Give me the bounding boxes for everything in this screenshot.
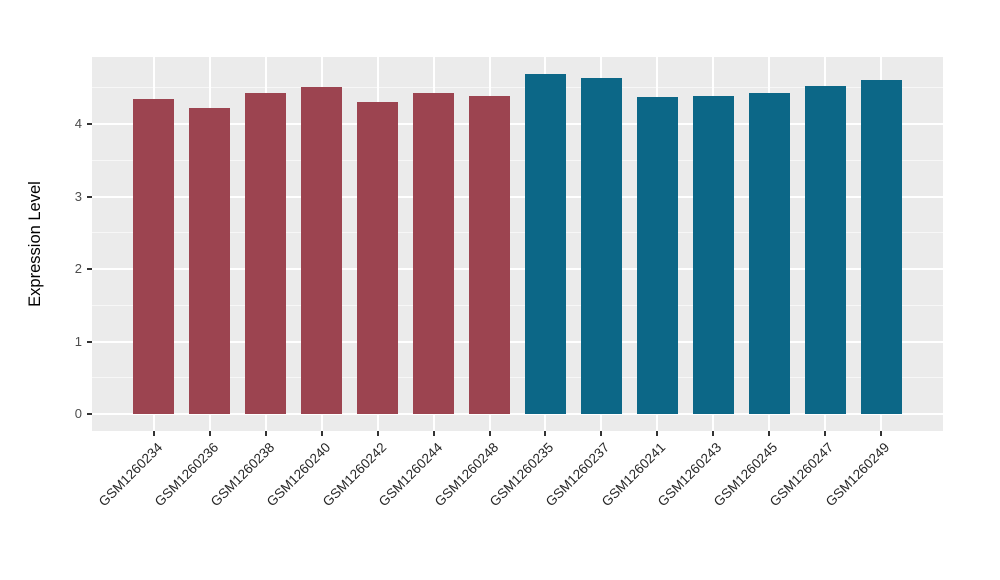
x-tick-label: GSM1260241: [599, 439, 669, 510]
gridline-major: [92, 195, 943, 198]
x-tick-label: GSM1260243: [655, 439, 725, 510]
gridline-minor: [92, 377, 943, 379]
x-axis-tick: [656, 431, 659, 436]
bar-GSM1260235: [525, 73, 566, 414]
y-axis-tick: [86, 123, 92, 125]
gridline-minor: [92, 304, 943, 306]
y-axis-tick: [86, 268, 92, 270]
bar-GSM1260238: [245, 92, 286, 414]
bar-GSM1260249: [861, 79, 902, 414]
gridline-minor: [92, 159, 943, 161]
x-axis-tick: [544, 431, 547, 436]
x-tick-label: GSM1260245: [711, 439, 781, 510]
y-axis-tick: [86, 413, 92, 415]
y-tick-label: 0: [74, 406, 82, 421]
y-axis-tick: [86, 195, 92, 198]
gridline-minor: [92, 232, 943, 234]
y-tick-label: 1: [74, 333, 82, 349]
y-axis-title: Expression Level: [26, 181, 44, 307]
x-axis-tick: [768, 431, 771, 436]
x-tick-label: GSM1260236: [151, 439, 221, 510]
y-tick-label: 3: [74, 188, 82, 204]
x-tick-label: GSM1260234: [95, 439, 165, 510]
x-axis-tick: [432, 431, 435, 436]
gridline-minor: [92, 87, 943, 89]
bar-GSM1260242: [357, 102, 398, 414]
x-axis-tick: [208, 431, 211, 436]
x-axis-tick: [712, 431, 715, 436]
x-axis-tick: [880, 431, 883, 436]
bar-GSM1260237: [581, 77, 622, 414]
gridline-major: [92, 268, 943, 270]
gridline-major: [92, 123, 943, 125]
bar-GSM1260247: [805, 85, 846, 414]
y-axis-tick: [86, 340, 92, 343]
x-tick-label: GSM1260249: [823, 439, 893, 510]
x-tick-label: GSM1260242: [319, 439, 389, 510]
x-tick-label: GSM1260238: [207, 439, 277, 510]
bar-GSM1260245: [749, 92, 790, 414]
x-tick-label: GSM1260244: [375, 439, 445, 510]
x-axis-tick: [600, 431, 603, 436]
x-tick-label: GSM1260237: [543, 439, 613, 510]
x-tick-label: GSM1260235: [487, 439, 557, 510]
x-axis-tick: [824, 431, 827, 436]
x-axis-tick: [376, 431, 379, 436]
bar-GSM1260241: [637, 97, 678, 414]
bar-GSM1260244: [413, 92, 454, 414]
x-axis-tick: [264, 431, 267, 436]
bar-GSM1260243: [693, 95, 734, 414]
bar-GSM1260240: [301, 87, 342, 414]
x-tick-label: GSM1260247: [767, 439, 837, 510]
x-axis-tick: [320, 431, 323, 436]
plot-panel: [92, 57, 943, 431]
y-tick-label: 4: [74, 116, 82, 131]
x-tick-label: GSM1260248: [431, 439, 501, 510]
gridline-major: [92, 413, 943, 415]
y-tick-label: 2: [74, 261, 82, 276]
bar-GSM1260248: [469, 96, 510, 414]
x-axis-tick: [488, 431, 491, 436]
gridline-major: [92, 340, 943, 343]
x-axis-tick: [152, 431, 155, 436]
bar-GSM1260234: [133, 98, 174, 414]
x-tick-label: GSM1260240: [263, 439, 333, 510]
bar-GSM1260236: [189, 108, 230, 414]
